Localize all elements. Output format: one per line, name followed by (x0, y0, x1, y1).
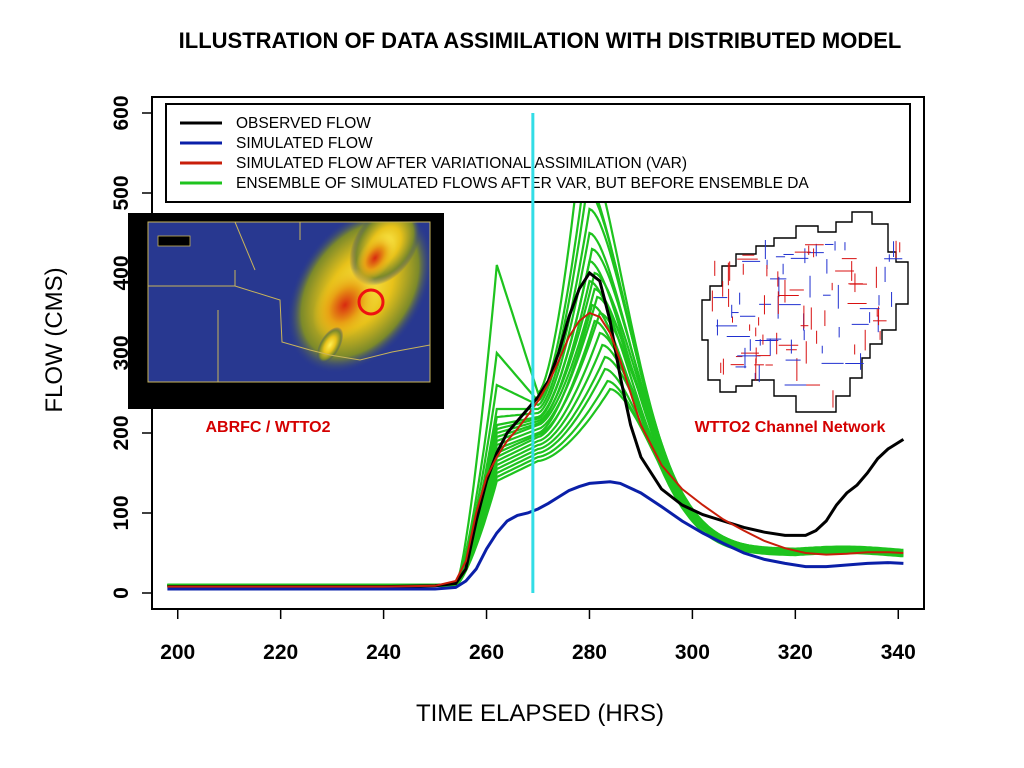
legend-entry: OBSERVED FLOW (236, 115, 371, 132)
chart-title: ILLUSTRATION OF DATA ASSIMILATION WITH D… (179, 28, 902, 53)
radar-colorbar-key (157, 235, 191, 247)
y-tick-label: 200 (110, 415, 133, 450)
network-inset-caption: WTTO2 Channel Network (695, 419, 886, 436)
legend-entry: SIMULATED FLOW AFTER VARIATIONAL ASSIMIL… (236, 155, 687, 172)
y-tick-label: 300 (110, 335, 133, 370)
series-layer (167, 135, 905, 591)
y-tick-label: 500 (110, 175, 133, 210)
radar-inset-caption: ABRFC / WTTO2 (205, 419, 330, 436)
radar-echoes (148, 222, 430, 382)
x-tick-label: 320 (778, 641, 813, 664)
series-line-2 (167, 311, 904, 588)
ensemble-member-line (167, 379, 904, 587)
x-tick-label: 240 (366, 641, 401, 664)
x-axis-label: TIME ELAPSED (HRS) (416, 700, 664, 727)
x-tick-label: 220 (263, 641, 298, 664)
radar-inset: ABRFC / WTTO2 (128, 213, 444, 436)
y-tick-label: 0 (110, 587, 133, 599)
x-tick-label: 340 (881, 641, 916, 664)
channel-lines (711, 240, 903, 408)
y-tick-label: 100 (110, 495, 133, 530)
x-tick-label: 260 (469, 641, 504, 664)
basin-marker-circle (357, 288, 385, 316)
x-tick-label: 300 (675, 641, 710, 664)
basin-outline (701, 211, 909, 413)
axis-ticks: 200 220 240 260 280 300 320 340 0 100 200 300 400 500… (110, 95, 916, 664)
x-tick-label: 200 (160, 641, 195, 664)
legend: OBSERVED FLOW SIMULATED FLOW SIMULATED FLO… (165, 103, 911, 203)
x-tick-label: 280 (572, 641, 607, 664)
y-axis-label: FLOW (CMS) (41, 267, 68, 412)
y-tick-label: 600 (110, 95, 133, 130)
legend-entry: ENSEMBLE OF SIMULATED FLOWS AFTER VAR, B… (236, 175, 809, 192)
legend-items: OBSERVED FLOW SIMULATED FLOW SIMULATED FLO… (180, 115, 809, 192)
series-line-1 (167, 480, 904, 591)
legend-box (165, 103, 911, 203)
y-tick-label: 400 (110, 255, 133, 290)
legend-entry: SIMULATED FLOW (236, 135, 373, 152)
channel-network-inset: WTTO2 Channel Network (695, 211, 909, 436)
